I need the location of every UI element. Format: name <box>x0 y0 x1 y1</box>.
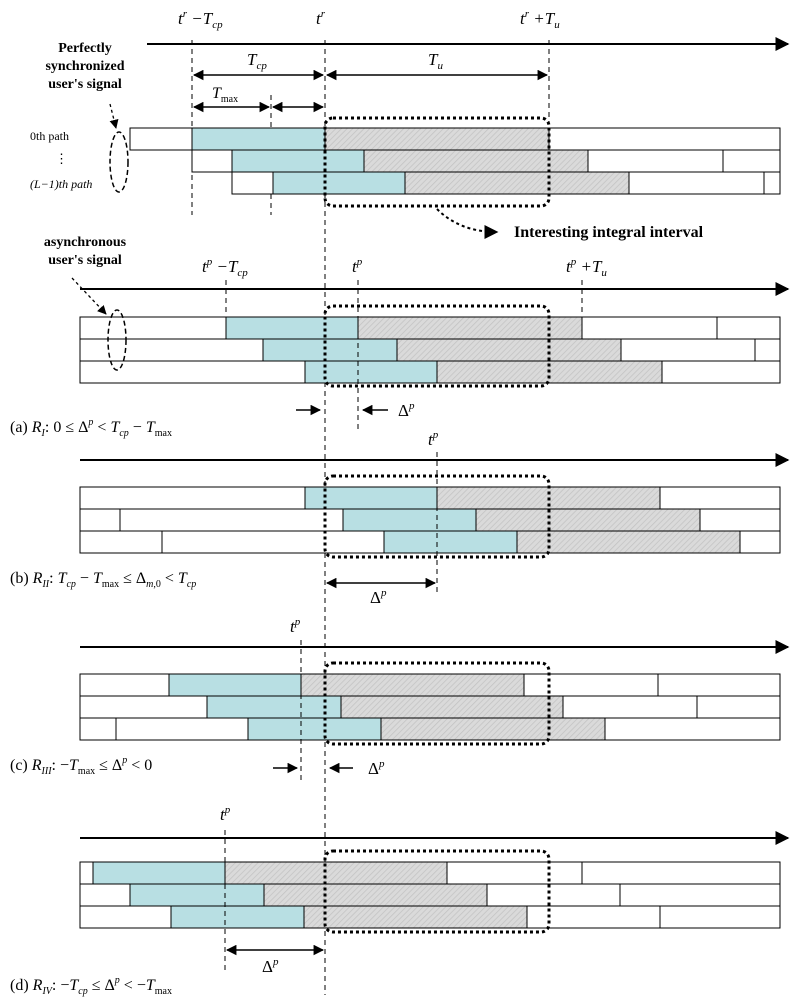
signal-row-1-lead <box>191 149 233 173</box>
signal-row-5-lead <box>79 360 306 384</box>
label-tp-b: tp <box>428 429 439 449</box>
signal-row-5-next-symbol <box>661 360 781 384</box>
label-tr-plus-tu: tr +Tu <box>520 8 560 31</box>
signal-row-7-cyclic-prefix <box>342 508 477 532</box>
label-tr: tr <box>316 8 326 28</box>
label-tp-c: tp <box>290 616 301 636</box>
label-tp-d: tp <box>220 804 231 824</box>
integral-window-3 <box>323 661 551 746</box>
signal-row-10-next-symbol <box>562 695 781 719</box>
integral-window-0 <box>323 116 551 208</box>
case-a-label: (a) RI: 0 ≤ Δp < Tcp − Tmax <box>10 417 172 439</box>
signal-row-0-lead <box>129 127 193 151</box>
signal-row-7-lead <box>79 508 344 532</box>
case-b-label: (b) RII: Tcp − Tmax ≤ Δm,0 < Tcp <box>10 570 196 590</box>
signal-row-6-next-symbol <box>659 486 781 510</box>
signal-row-13-next-symbol <box>486 883 781 907</box>
signal-row-3-lead <box>79 316 227 340</box>
signal-row-12-next-symbol <box>446 861 781 885</box>
signal-row-11-lead <box>79 717 249 741</box>
label-vdots: ⋮ <box>55 151 68 166</box>
signal-row-11-cyclic-prefix <box>247 717 382 741</box>
label-tr-minus-tcp: tr −Tcp <box>178 8 223 31</box>
label-async-1: asynchronous <box>44 235 127 250</box>
async-pointer-arrow <box>71 277 107 315</box>
signal-row-13-cyclic-prefix <box>129 883 265 907</box>
signal-row-14-next-symbol <box>526 905 781 929</box>
sync-paths-ellipse <box>109 131 129 193</box>
signal-row-9-cyclic-prefix <box>168 673 302 697</box>
signal-row-12-lead <box>79 861 94 885</box>
label-async-2: user's signal <box>48 253 122 268</box>
label-tu: Tu <box>428 50 443 72</box>
signal-row-8-cyclic-prefix <box>383 530 518 554</box>
signal-row-8-lead <box>79 530 385 554</box>
signal-row-9-useful-symbol <box>300 673 525 697</box>
signal-row-14-lead <box>79 905 172 929</box>
signal-row-9-next-symbol <box>523 673 781 697</box>
signal-row-3-cyclic-prefix <box>225 316 359 340</box>
signal-row-2-lead <box>231 171 274 195</box>
integral-window-1 <box>323 304 551 388</box>
integral-window-2 <box>323 474 551 559</box>
signal-row-0-next-symbol <box>548 127 781 151</box>
signal-row-7-next-symbol <box>699 508 781 532</box>
label-delta-b: Δp <box>370 587 387 607</box>
signal-row-9-lead <box>79 673 170 697</box>
signal-row-7-useful-symbol <box>475 508 701 532</box>
signal-row-10-cyclic-prefix <box>206 695 342 719</box>
integral-window-4 <box>323 849 551 934</box>
label-tmax: Tmax <box>212 85 238 105</box>
sync-pointer-arrow <box>109 103 119 129</box>
signal-row-11-useful-symbol <box>380 717 606 741</box>
label-sync-1: Perfectly <box>58 41 112 56</box>
label-delta-d: Δp <box>262 956 279 976</box>
interesting-interval-pointer <box>436 208 499 239</box>
signal-row-14-useful-symbol <box>303 905 528 929</box>
case-c-label: (c) RIII: −Tmax ≤ Δp < 0 <box>10 755 152 777</box>
signal-row-12-cyclic-prefix <box>92 861 226 885</box>
signal-row-3-next-symbol <box>581 316 781 340</box>
signal-row-6-lead <box>79 486 306 510</box>
signal-row-8-next-symbol <box>739 530 781 554</box>
signal-row-11-next-symbol <box>604 717 781 741</box>
signal-row-2-next-symbol <box>628 171 781 195</box>
signal-row-1-useful-symbol <box>363 149 589 173</box>
label-tp-plus-tu: tp +Tu <box>566 256 607 279</box>
signal-row-4-cyclic-prefix <box>262 338 398 362</box>
signal-row-2-useful-symbol <box>404 171 630 195</box>
signal-row-10-useful-symbol <box>340 695 564 719</box>
signal-row-4-next-symbol <box>620 338 781 362</box>
label-sync-2: synchronized <box>45 59 124 74</box>
label-interesting-interval: Interesting integral interval <box>514 224 704 241</box>
signal-row-10-lead <box>79 695 208 719</box>
label-path-l: (L−1)th path <box>30 177 92 191</box>
signal-row-13-lead <box>79 883 131 907</box>
signal-row-0-useful-symbol <box>324 127 550 151</box>
signal-row-4-useful-symbol <box>396 338 622 362</box>
label-tp-minus-tcp: tp −Tcp <box>202 256 248 279</box>
signal-row-14-cyclic-prefix <box>170 905 305 929</box>
signal-row-1-cyclic-prefix <box>231 149 365 173</box>
label-path0: 0th path <box>30 129 69 143</box>
label-delta-c: Δp <box>368 758 385 778</box>
signal-rows <box>79 127 781 929</box>
async-paths-ellipse <box>107 309 127 371</box>
label-tp-a: tp <box>352 256 363 276</box>
signal-row-0-cyclic-prefix <box>191 127 326 151</box>
integration-windows <box>323 116 551 934</box>
signal-row-2-cyclic-prefix <box>272 171 406 195</box>
signal-row-13-useful-symbol <box>263 883 488 907</box>
label-delta-a: Δp <box>398 400 415 420</box>
case-d-label: (d) RIV: −Tcp ≤ Δp < −Tmax <box>10 975 172 997</box>
signal-row-4-lead <box>79 338 264 362</box>
label-sync-3: user's signal <box>48 77 122 92</box>
signal-row-12-useful-symbol <box>224 861 448 885</box>
signal-row-1-next-symbol <box>587 149 781 173</box>
label-tcp: Tcp <box>247 50 267 72</box>
